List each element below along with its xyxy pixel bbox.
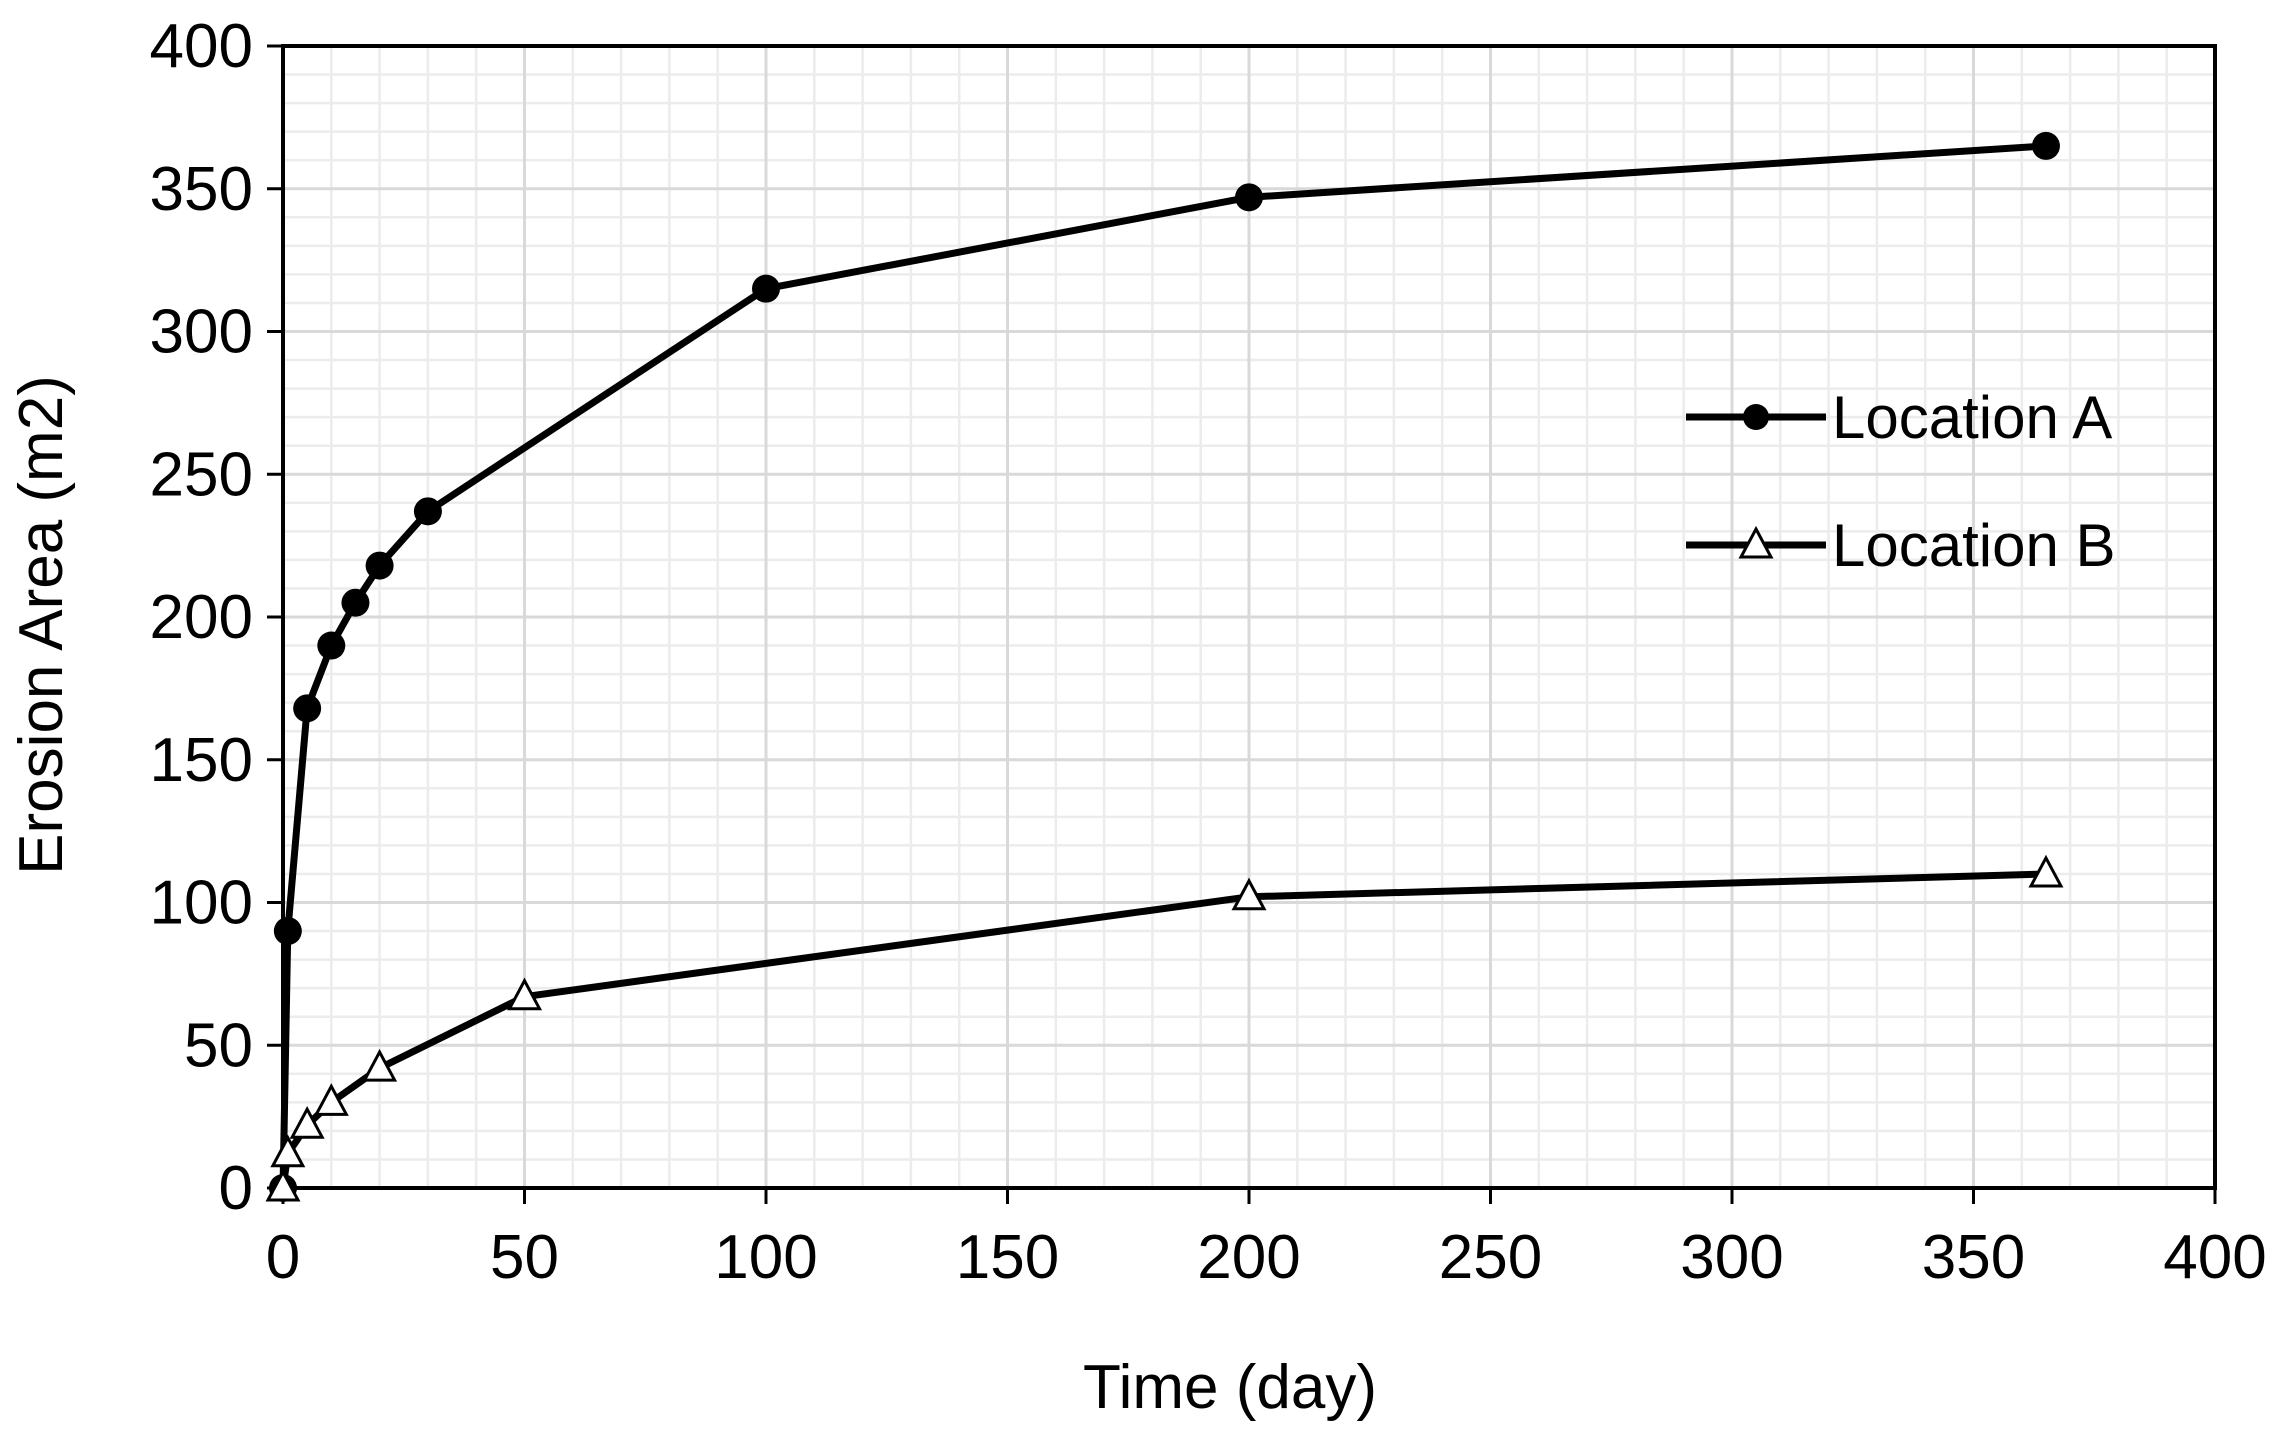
y-tick-label: 250	[150, 440, 253, 509]
x-axis-title: Time (day)	[1083, 1353, 1377, 1422]
data-point	[270, 1134, 306, 1168]
series-location-b	[265, 854, 2064, 1202]
y-tick-label: 400	[150, 12, 253, 81]
x-tick-label: 350	[1922, 1223, 2025, 1292]
series-location-a	[269, 131, 2060, 1202]
x-tick-label: 250	[1439, 1223, 1542, 1292]
data-point	[273, 917, 302, 946]
x-tick-label: 0	[266, 1223, 300, 1292]
x-tick-label: 300	[1680, 1223, 1783, 1292]
axes: 0 50 100 150 200 250 300 350 400 0 50 100 150 200 250 3…	[150, 12, 2267, 1292]
data-point	[362, 1048, 398, 1082]
y-tick-label: 50	[184, 1011, 253, 1080]
data-point	[1231, 877, 1267, 911]
data-point	[289, 1106, 325, 1139]
legend-marker-location-a	[1743, 404, 1769, 430]
x-tick-label: 100	[714, 1223, 817, 1292]
y-tick-label: 0	[219, 1154, 253, 1223]
series-line	[279, 142, 2047, 1189]
x-tick-label: 150	[956, 1223, 1059, 1292]
y-tick-label: 150	[150, 726, 253, 795]
legend-marker-location-b	[1738, 525, 1774, 559]
grid	[281, 44, 2217, 1190]
legend: Location A Location B	[1686, 384, 2116, 579]
data-point	[413, 497, 442, 526]
y-tick-label: 350	[150, 155, 253, 224]
y-tick-label: 100	[150, 869, 253, 938]
y-axis-title: Erosion Area (m2)	[7, 375, 76, 875]
data-point	[341, 588, 370, 617]
data-point	[265, 1168, 301, 1202]
legend-label-location-a: Location A	[1832, 384, 2112, 451]
data-point	[506, 977, 543, 1011]
data-point	[365, 551, 394, 580]
x-tick-label: 50	[490, 1223, 559, 1292]
data-point	[317, 631, 346, 660]
data-point	[1235, 183, 1263, 212]
x-tick-label: 200	[1197, 1223, 1300, 1292]
data-point	[293, 694, 322, 723]
y-tick-label: 200	[150, 583, 253, 652]
data-point	[2031, 131, 2060, 160]
x-tick-label: 400	[2163, 1223, 2266, 1292]
y-tick-label: 300	[150, 298, 253, 367]
data-point	[313, 1083, 349, 1116]
legend-label-location-b: Location B	[1832, 512, 2116, 579]
series-layer	[265, 131, 2064, 1202]
data-point	[2028, 854, 2064, 888]
data-point	[752, 274, 780, 303]
